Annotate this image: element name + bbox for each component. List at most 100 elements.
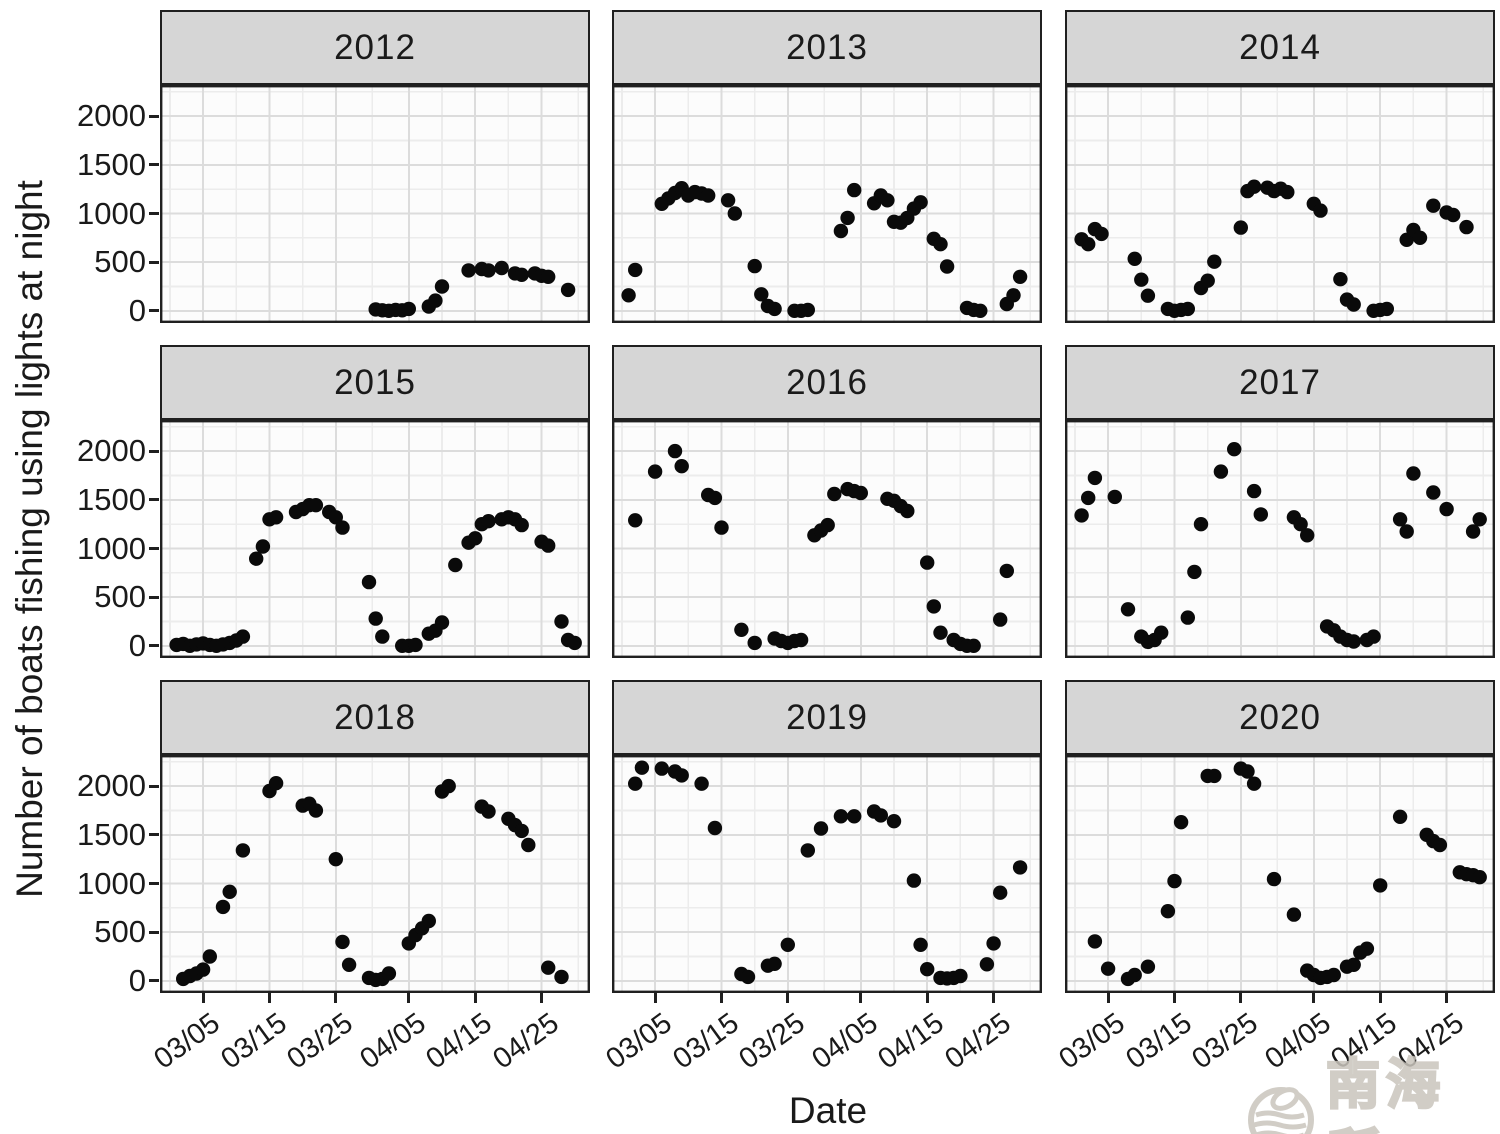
data-point	[740, 969, 756, 985]
facet-strip-2020: 2020	[1065, 680, 1495, 755]
data-point	[1346, 634, 1361, 649]
data-point	[328, 510, 343, 525]
data-point	[202, 949, 217, 964]
y-tick-label: 500	[94, 579, 146, 615]
data-point	[1472, 512, 1487, 527]
data-point	[481, 514, 496, 529]
data-point	[1246, 179, 1262, 194]
data-point	[1154, 625, 1169, 640]
data-point	[667, 443, 683, 459]
facet-year-label: 2018	[334, 697, 416, 737]
y-tick-label: 0	[128, 962, 146, 998]
x-tick-mark	[859, 993, 863, 1003]
data-point	[933, 625, 948, 640]
x-tick-mark	[540, 993, 544, 1003]
facet-strip-2016: 2016	[612, 345, 1042, 420]
data-point	[933, 237, 948, 252]
facet-panel-2020	[1065, 755, 1495, 993]
x-tick-label: 04/25	[938, 1007, 1017, 1076]
facet-year-label: 2020	[1239, 697, 1321, 737]
data-point	[1373, 878, 1388, 893]
x-tick-mark	[1106, 993, 1110, 1003]
facet-strip-2018: 2018	[160, 680, 590, 755]
data-point	[647, 464, 663, 479]
y-tick-mark	[149, 833, 159, 837]
x-tick-label: 03/05	[600, 1007, 678, 1076]
data-point	[993, 612, 1008, 627]
y-tick-mark	[149, 498, 159, 502]
data-point	[375, 629, 390, 644]
data-point	[1240, 764, 1255, 779]
y-tick-mark	[149, 979, 159, 983]
data-point	[720, 193, 736, 208]
data-point	[1207, 254, 1222, 269]
x-tick-mark	[1312, 993, 1316, 1003]
data-point	[1200, 273, 1215, 288]
data-point	[1140, 288, 1156, 303]
data-point	[1426, 198, 1441, 213]
facet-strip-2019: 2019	[612, 680, 1042, 755]
data-point	[1439, 501, 1454, 517]
x-tick-mark	[334, 993, 338, 1003]
data-point	[341, 957, 357, 972]
data-point	[1333, 272, 1348, 287]
data-point	[1127, 967, 1142, 983]
data-point	[1392, 512, 1408, 527]
data-point	[913, 195, 928, 210]
y-tick-label: 1000	[77, 865, 146, 901]
y-tick-label: 1000	[77, 195, 146, 231]
x-tick-mark	[1239, 993, 1243, 1003]
data-point	[222, 884, 237, 899]
y-tick-label: 0	[128, 627, 146, 663]
y-tick-label: 500	[94, 244, 146, 280]
data-point	[461, 263, 476, 278]
x-tick-mark	[786, 993, 790, 1003]
facet-strip-2015: 2015	[160, 345, 590, 420]
data-point	[1313, 203, 1328, 218]
data-point	[1432, 837, 1448, 853]
x-tick-label: 04/25	[486, 1007, 565, 1076]
data-point	[235, 843, 251, 858]
data-point	[754, 287, 769, 302]
data-point	[747, 258, 762, 274]
data-point	[1246, 776, 1262, 791]
y-tick-label: 500	[94, 914, 146, 950]
data-point	[900, 503, 915, 519]
data-point	[634, 760, 650, 775]
x-tick-label: 03/15	[1119, 1007, 1198, 1076]
data-point	[906, 873, 922, 888]
data-point	[368, 611, 383, 626]
data-point	[1246, 483, 1262, 499]
data-point	[1326, 967, 1341, 983]
y-tick-label: 1500	[77, 816, 146, 852]
data-point	[714, 520, 729, 535]
data-point	[567, 635, 582, 651]
data-point	[1012, 860, 1028, 875]
data-point	[1187, 564, 1202, 580]
data-point	[1100, 961, 1116, 976]
data-point	[780, 937, 795, 952]
data-point	[1127, 251, 1142, 266]
x-axis-title: Date	[788, 1090, 868, 1131]
data-point	[1087, 470, 1103, 486]
x-tick-mark	[653, 993, 657, 1003]
data-point	[920, 962, 935, 977]
data-point	[674, 768, 689, 783]
data-point	[1359, 941, 1375, 956]
data-point	[628, 513, 643, 528]
x-tick-mark	[268, 993, 271, 1003]
x-tick-label: 04/15	[872, 1007, 950, 1076]
data-point	[1392, 809, 1408, 824]
data-point	[1213, 464, 1229, 479]
data-point	[926, 599, 941, 614]
data-point	[434, 279, 450, 294]
x-tick-label: 03/25	[733, 1007, 811, 1076]
data-point	[235, 629, 251, 644]
data-point	[873, 808, 888, 823]
data-point	[554, 969, 569, 985]
facet-panel-2015	[160, 420, 590, 658]
data-point	[953, 968, 968, 984]
data-point	[1366, 629, 1381, 644]
data-point	[401, 301, 416, 317]
data-point	[428, 293, 443, 308]
